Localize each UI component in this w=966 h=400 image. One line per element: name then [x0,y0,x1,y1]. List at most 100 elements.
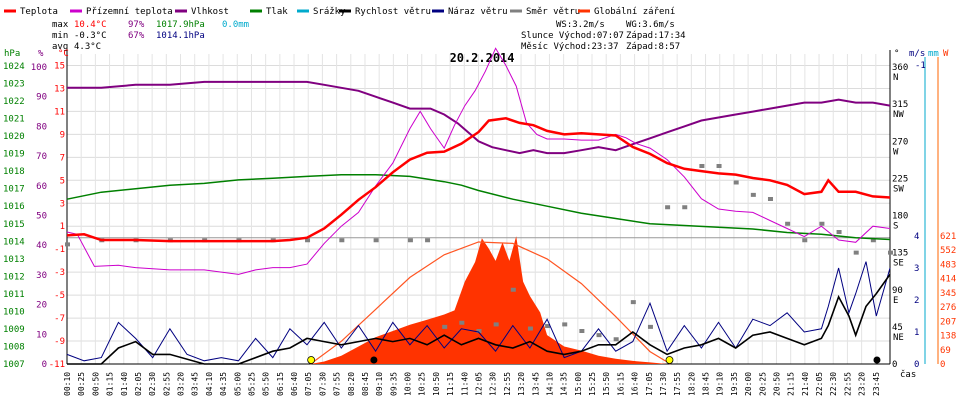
series-tlak [66,173,891,241]
pct-tick: 20 [36,301,47,311]
wind-direction-point [888,250,893,255]
legend: Teplota Přízemní teplota Vlhkost Tlak Srážky… [4,7,675,17]
hpa-tick: 1019 [3,150,25,160]
x-tick: 23:20 [858,372,867,396]
hpa-tick: 1008 [3,342,25,352]
series-rychlost-vetru [67,273,891,365]
dir-tick: 225 [892,174,908,184]
x-tick: 03:45 [191,372,200,396]
temp-tick: 11 [54,107,65,117]
axes: hPa% °C ° m/s mm Wčas102410231022102110201019… [3,49,956,380]
wind-direction-point [579,329,585,333]
x-axis: 00:10 00:25 00:50 01:15 01:40 02:05 02:30 02:55… [63,372,881,396]
wind-direction-point [836,230,842,234]
x-tick: 22:05 [815,372,824,396]
series-prizemni-teplota [66,47,891,275]
temp-tick: -5 [54,291,65,301]
x-tick: 19:35 [730,372,739,396]
series-vlhkost [67,80,891,155]
legend-label: Přízemní teplota [86,7,173,17]
x-tick: 08:20 [347,372,356,396]
ms-tick: 3 [914,264,919,274]
wind-direction-point [596,333,602,338]
w-tick: 69 [940,346,951,356]
pct-tick: 0 [42,360,47,370]
ms-tick: 1 [914,328,919,338]
ms-tick: 0 [914,360,919,370]
x-tick: 17:55 [673,372,682,396]
wind-direction-point [733,180,739,185]
dir-tick-label: NE [893,333,904,343]
temp-tick: -1 [54,245,65,255]
stats-avg-label: avg [52,42,68,52]
x-tick: 15:50 [602,372,611,396]
wind-direction-point [527,326,533,331]
x-tick: 15:25 [588,372,597,396]
mm-unit: mm [928,49,939,59]
series-teplota [66,117,891,243]
x-tick: 06:40 [290,372,299,396]
dir-tick: 0 [892,360,897,370]
hpa-tick: 1020 [3,132,25,142]
wind-direction-point [853,250,859,255]
legend-label: Vlhkost [191,7,229,17]
wind-direction-point [545,324,551,329]
legend-label: Rychlost větru [355,7,431,17]
hpa-tick: 1015 [3,220,25,230]
dir-unit: ° [894,49,899,59]
x-tick: 16:15 [616,372,625,396]
x-tick: 06:15 [276,372,285,396]
x-tick: 22:55 [843,372,852,396]
dir-tick: 270 [892,137,908,147]
temp-tick: -9 [54,337,65,347]
wind-direction-point [459,320,465,325]
info-moon-set: Západ:8:57 [626,42,680,52]
x-tick: 17:30 [659,372,668,396]
x-tick: 20:00 [744,372,753,396]
stats-avg-temp: 4.3°C [74,42,101,52]
stats-max-pressure: 1017.9hPa [156,20,205,30]
stats-max-humidity: 97% [128,20,145,30]
x-tick: 07:05 [304,372,313,396]
hpa-tick: 1011 [3,290,25,300]
dir-tick: 180 [892,212,908,222]
w-tick: 345 [940,289,956,299]
x-tick: 02:55 [162,372,171,396]
wind-direction-point [819,221,825,226]
wind-direction-point [699,164,705,168]
hpa-unit: hPa [4,49,20,59]
x-tick: 20:50 [772,372,781,396]
info-sun-set: Západ:17:34 [626,31,686,41]
x-tick: 05:25 [247,372,256,396]
wind-direction-point [407,238,413,243]
x-tick: 04:35 [219,372,228,396]
wind-direction-point [750,192,756,197]
hpa-tick: 1022 [3,97,25,107]
x-tick: 14:35 [560,372,569,396]
legend-label: Globální záření [594,7,675,17]
x-tick: 18:45 [702,372,711,396]
pct-unit: % [38,49,44,59]
sunset-marker [665,356,674,364]
x-tick: 22:30 [829,372,838,396]
pct-tick: 10 [36,330,47,340]
dir-tick-label: S [893,222,898,232]
legend-label: Tlak [266,7,288,17]
wind-direction-point [785,221,791,226]
wind-direction-point [65,242,70,247]
ms-unit: m/s [909,49,925,59]
stats-max-rain: 0.0mm [222,20,249,30]
wind-direction-point [630,300,636,305]
wind-direction-point [476,329,482,333]
hpa-tick: 1014 [3,237,25,247]
wind-direction-point [647,324,653,329]
dir-tick: 45 [892,323,903,333]
dir-tick-label: NW [893,110,904,120]
legend-label: Srážky [313,7,346,17]
wind-direction-point [493,322,499,327]
w-tick: 207 [940,317,956,327]
stats-max-temp: 10.4°C [74,20,107,30]
x-tick: 10:25 [418,372,427,396]
pct-tick: 50 [36,212,47,222]
wind-direction-point [510,287,516,292]
